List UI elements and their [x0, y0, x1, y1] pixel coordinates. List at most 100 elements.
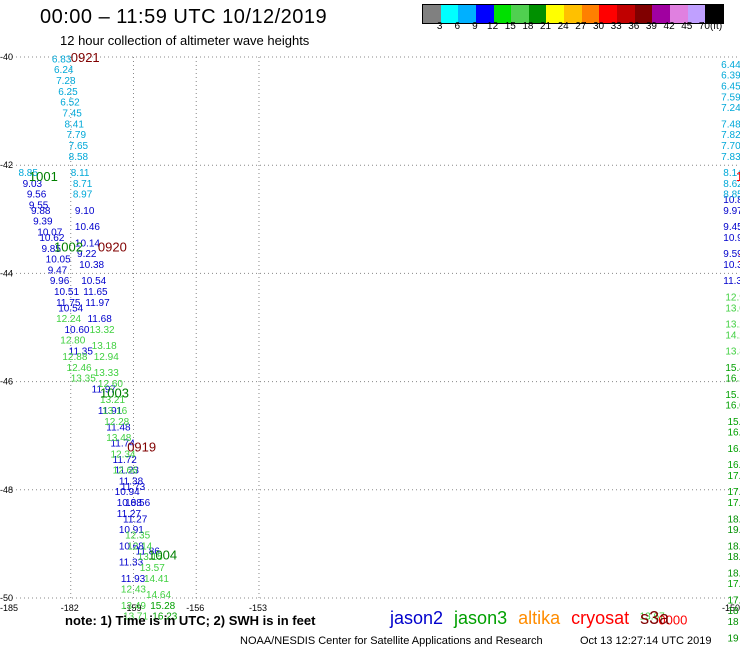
color-swatch: [475, 5, 494, 23]
x-tick-label: -156: [186, 603, 204, 613]
wave-height-value: 13.15: [138, 552, 163, 563]
wave-height-value: 7.45: [62, 109, 82, 120]
wave-height-value: 11.33: [119, 558, 144, 569]
color-scale-label: 6: [454, 21, 461, 32]
wave-height-value: 11.97: [85, 298, 110, 309]
wave-height-value: 7.65: [69, 141, 89, 152]
wave-height-value: 10.62: [39, 233, 64, 244]
wave-height-value: 10.14: [75, 238, 100, 249]
color-scale-label: 24: [557, 21, 569, 32]
color-scale-label: 36: [628, 21, 640, 32]
wave-height-value: 15.28: [150, 601, 175, 612]
wave-height-value: 9.39: [33, 217, 53, 228]
color-swatch: [528, 5, 547, 23]
wave-height-value: 11.38: [119, 476, 144, 487]
wave-height-value: 18: [727, 617, 739, 628]
wave-height-value: 7.48: [721, 119, 740, 130]
wave-height-value: 13.32: [90, 325, 115, 336]
wave-height-value: 11.74: [110, 439, 135, 450]
wave-height-value: 11.91: [98, 406, 123, 417]
wave-height-value: 18.3: [727, 568, 740, 579]
wave-height-value: 11.65: [83, 287, 108, 298]
wave-height-value: 11.27: [123, 514, 148, 525]
wave-height-value: 6.39: [721, 71, 740, 82]
wave-height-value: 11.75: [56, 298, 81, 309]
wave-height-value: 9.88: [31, 206, 51, 217]
color-scale-label: 18: [522, 21, 534, 32]
color-scale-label: (ft): [709, 21, 723, 32]
page-title: 00:00 – 11:59 UTC 10/12/2019: [40, 6, 328, 28]
wave-height-value: 9.96: [50, 276, 70, 287]
wave-height-value: 9.45: [723, 222, 740, 233]
y-tick-label: -40: [0, 52, 13, 62]
wave-height-value: 16.50: [727, 460, 740, 471]
wave-height-value: 12.14: [127, 541, 152, 552]
wave-height-value: 10.68: [119, 541, 144, 552]
wave-height-value: 7.59: [721, 92, 740, 103]
color-scale-label: 42: [663, 21, 675, 32]
wave-height-value: 16.54: [727, 444, 740, 455]
legend-entry: altika: [518, 608, 561, 628]
wave-height-value: 8.11: [71, 168, 90, 179]
satellite-legend: jason2 jason3 altika cryosat s3a: [390, 608, 680, 629]
color-scale-label: 9: [472, 21, 478, 32]
time-marker-label: 0000: [658, 613, 687, 628]
wave-height-value: 11.73: [121, 482, 146, 493]
legend-entry: s3a: [640, 608, 670, 628]
time-marker-label: 0921: [71, 50, 100, 65]
wave-height-value: 15.18: [725, 390, 740, 401]
color-swatch: [581, 5, 600, 23]
wave-height-value: 6.52: [60, 98, 80, 109]
wave-height-value: 17.4: [727, 579, 740, 590]
wave-height-value: 11.72: [113, 455, 138, 466]
wave-height-value: 9.56: [27, 190, 47, 201]
wave-height-value: 8.71: [73, 179, 93, 190]
wave-height-value: 9.85: [41, 244, 61, 255]
wave-height-value: 6.25: [58, 87, 78, 98]
color-scale-label: 21: [539, 21, 552, 32]
wave-height-value: 9.22: [77, 249, 97, 260]
wave-height-value: 12.91: [725, 292, 740, 303]
color-scale-label: 15: [504, 21, 516, 32]
y-tick-label: -50: [0, 593, 13, 603]
wave-height-value: 17.66: [727, 498, 740, 509]
time-marker-label: 1004: [148, 548, 177, 563]
wave-height-value: 10.60: [64, 325, 89, 336]
wave-height-value: 11.27: [117, 509, 142, 520]
time-marker-label: 1001: [29, 169, 58, 184]
color-swatch: [652, 5, 670, 23]
wave-height-value: 10.56: [125, 498, 150, 509]
y-tick-label: -46: [0, 377, 13, 387]
color-swatch: [669, 5, 688, 23]
wave-height-value: 11.97: [92, 384, 117, 395]
wave-height-value: 16.23: [152, 612, 177, 623]
wave-height-value: 11.31: [723, 276, 740, 287]
color-swatch: [634, 5, 653, 23]
wave-height-value: 11.86: [136, 547, 161, 558]
wave-height-value: 12.66: [113, 466, 138, 477]
color-scale-label: 12: [487, 21, 499, 32]
color-scale-label: 30: [592, 21, 605, 32]
color-swatch: [705, 5, 723, 23]
wave-height-value: 13.48: [106, 433, 131, 444]
wave-height-value: 7.79: [67, 130, 87, 141]
time-marker-label: 1003: [100, 385, 129, 400]
x-tick-label: -185: [0, 603, 18, 613]
wave-height-value: 12.88: [62, 352, 87, 363]
color-swatch: [687, 5, 706, 23]
x-tick-label: -153: [249, 603, 267, 613]
wave-height-value: 12.94: [94, 352, 119, 363]
wave-height-value: 13.33: [94, 368, 119, 379]
wave-height-value: 6.24: [54, 65, 74, 76]
wave-height-value: 18: [727, 606, 739, 617]
wave-height-value: 8.62: [723, 179, 740, 190]
wave-height-value: 17.89: [727, 487, 740, 498]
wave-height-value: 9.59: [723, 249, 740, 260]
wave-height-value: 10.05: [46, 255, 71, 266]
wave-height-value: 16.98: [727, 428, 740, 439]
color-swatch: [617, 5, 635, 23]
wave-height-value: 12.43: [121, 585, 146, 596]
wave-height-value: 10.54: [58, 303, 83, 314]
wave-height-value: 8.14: [723, 168, 740, 179]
color-scale-label: 27: [575, 21, 587, 32]
